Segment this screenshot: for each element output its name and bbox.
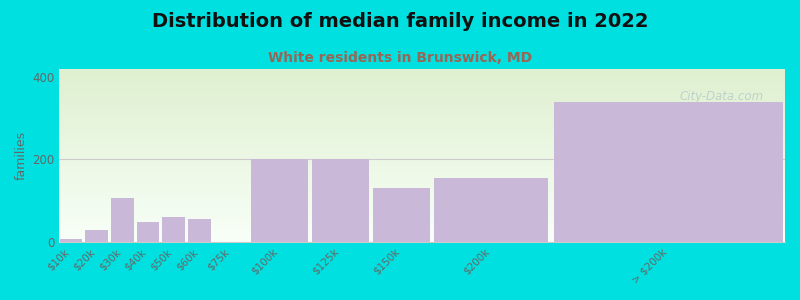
Bar bbox=[85, 230, 108, 242]
Bar bbox=[111, 198, 134, 242]
Bar bbox=[434, 178, 548, 242]
Bar bbox=[251, 160, 308, 242]
Bar bbox=[59, 239, 82, 242]
Text: City-Data.com: City-Data.com bbox=[679, 90, 763, 103]
Text: Distribution of median family income in 2022: Distribution of median family income in … bbox=[152, 12, 648, 31]
Bar bbox=[554, 102, 782, 242]
Bar bbox=[162, 217, 185, 242]
Y-axis label: families: families bbox=[15, 131, 28, 180]
Bar bbox=[137, 222, 159, 242]
Bar bbox=[312, 160, 369, 242]
Bar bbox=[373, 188, 430, 242]
Bar bbox=[188, 219, 210, 242]
Text: White residents in Brunswick, MD: White residents in Brunswick, MD bbox=[268, 51, 532, 65]
